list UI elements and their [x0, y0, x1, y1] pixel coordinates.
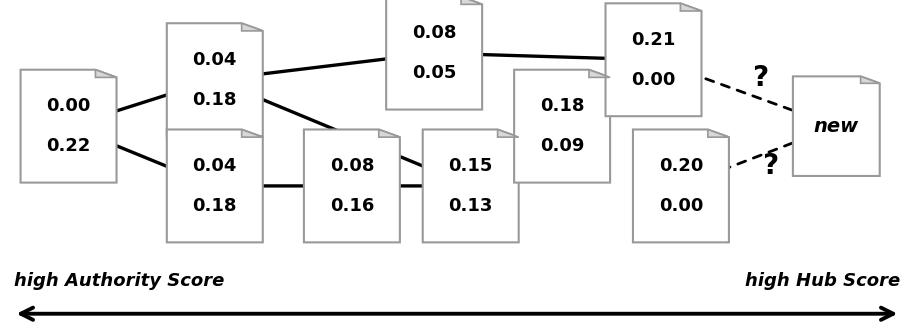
Text: ?: ? [762, 152, 779, 180]
Polygon shape [461, 0, 483, 4]
Polygon shape [861, 76, 879, 83]
Text: 0.09: 0.09 [540, 137, 584, 155]
Text: 0.08: 0.08 [412, 24, 456, 42]
Text: 0.00: 0.00 [47, 97, 90, 115]
Polygon shape [386, 0, 483, 110]
Text: 0.04: 0.04 [193, 51, 237, 69]
Text: 0.21: 0.21 [632, 31, 675, 49]
Polygon shape [241, 129, 263, 137]
Polygon shape [303, 129, 400, 242]
Polygon shape [166, 23, 263, 136]
Polygon shape [605, 3, 702, 116]
Text: 0.15: 0.15 [449, 157, 493, 175]
Polygon shape [241, 23, 263, 31]
Text: ?: ? [752, 64, 769, 92]
Text: 0.05: 0.05 [412, 64, 456, 82]
Polygon shape [707, 129, 728, 137]
Polygon shape [497, 129, 519, 137]
Text: 0.18: 0.18 [540, 97, 584, 115]
Text: 0.08: 0.08 [330, 157, 374, 175]
Polygon shape [589, 70, 611, 77]
Polygon shape [632, 129, 728, 242]
Polygon shape [422, 129, 519, 242]
Polygon shape [680, 3, 702, 11]
Text: 0.00: 0.00 [632, 71, 675, 89]
Polygon shape [514, 70, 611, 183]
Polygon shape [20, 70, 117, 183]
Text: 0.04: 0.04 [193, 157, 237, 175]
Text: 0.13: 0.13 [449, 197, 493, 215]
Text: 0.00: 0.00 [659, 197, 703, 215]
Text: new: new [813, 117, 859, 136]
Polygon shape [793, 76, 879, 176]
Text: 0.18: 0.18 [193, 197, 237, 215]
Text: 0.18: 0.18 [193, 91, 237, 109]
Text: high Authority Score: high Authority Score [14, 272, 224, 290]
Polygon shape [95, 70, 117, 77]
Text: 0.22: 0.22 [47, 137, 90, 155]
Polygon shape [166, 129, 263, 242]
Text: 0.20: 0.20 [659, 157, 703, 175]
Text: high Hub Score: high Hub Score [745, 272, 900, 290]
Text: 0.16: 0.16 [330, 197, 374, 215]
Polygon shape [378, 129, 400, 137]
